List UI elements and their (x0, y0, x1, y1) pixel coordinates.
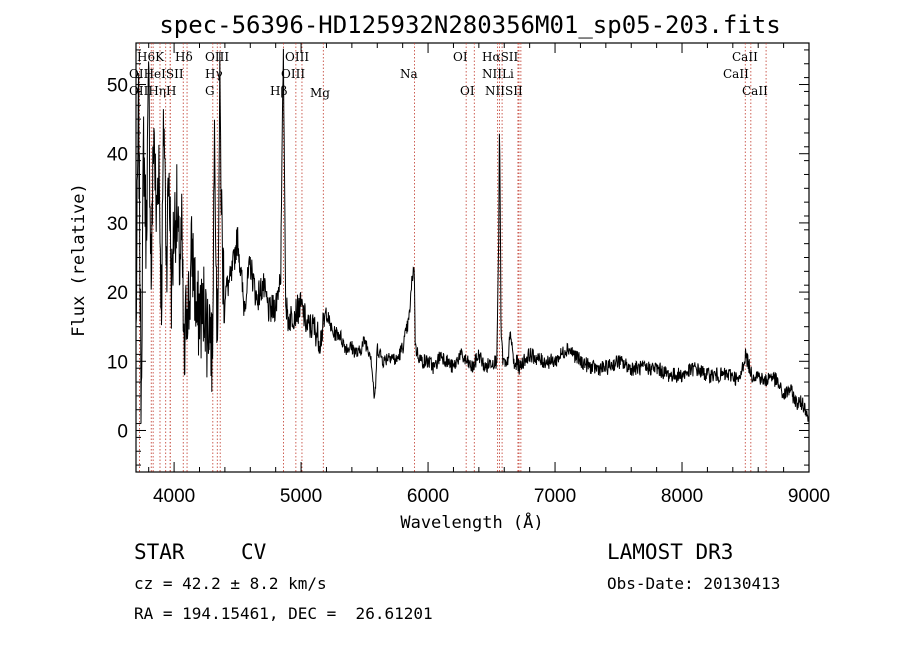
label-oiii-1: OIII (205, 50, 229, 64)
axis-ticks: 4000 5000 6000 7000 8000 9000 0 10 20 30 40 50 (107, 43, 830, 507)
y-tick-label: 20 (107, 283, 128, 304)
survey-name: LAMOST DR3 (607, 540, 734, 564)
label-oi-top: OI (453, 50, 468, 64)
y-axis-label: Flux (relative) (69, 183, 89, 337)
label-oii-heta-h: OIIHηH (129, 84, 176, 98)
x-tick-label: 8000 (661, 486, 703, 507)
x-tick-label: 4000 (153, 486, 195, 507)
chart-title: spec-56396-HD125932N280356M01_sp05-203.f… (159, 11, 780, 39)
spectrum-line (135, 48, 810, 424)
x-tick-label: 9000 (788, 486, 830, 507)
label-nii-li: NIILi (482, 67, 514, 81)
ra-dec: RA = 194.15461, DEC = 26.61201 (134, 604, 433, 623)
label-caii-mid: CaII (723, 67, 749, 81)
x-tick-label: 5000 (280, 486, 322, 507)
y-tick-label: 30 (107, 214, 128, 235)
label-ha-sii: HαSII (482, 50, 519, 64)
label-hbeta: Hβ (270, 84, 287, 98)
label-hdelta: Hδ (175, 50, 193, 64)
label-h6k: H6K (137, 50, 165, 64)
label-caii-low: CaII (742, 84, 768, 98)
label-oiii-2: OIII (285, 50, 309, 64)
label-oi-low: OI (460, 84, 475, 98)
y-tick-label: 50 (107, 76, 128, 97)
plot-frame (135, 42, 810, 473)
label-oi-hei-sii: OIHeISII (129, 67, 184, 81)
observation-date: Obs-Date: 20130413 (607, 574, 781, 593)
label-mg: Mg (310, 86, 330, 100)
label-oiii-3: OIII (281, 67, 305, 81)
x-tick-label: 6000 (407, 486, 449, 507)
y-tick-label: 0 (117, 421, 128, 442)
object-class: STAR (134, 540, 185, 564)
redshift-cz: cz = 42.2 ± 8.2 km/s (134, 574, 327, 593)
y-tick-label: 40 (107, 145, 128, 166)
y-tick-label: 10 (107, 352, 128, 373)
object-subclass: CV (241, 540, 267, 564)
label-caii-top: CaII (732, 50, 758, 64)
reference-lines (139, 43, 767, 472)
x-axis-label: Wavelength (Å) (400, 511, 543, 533)
label-hgamma: Hγ (205, 67, 223, 81)
label-g: G (205, 84, 215, 98)
label-na: Na (400, 67, 418, 81)
label-nii-sii: NIISII (485, 84, 523, 98)
x-tick-label: 7000 (534, 486, 576, 507)
